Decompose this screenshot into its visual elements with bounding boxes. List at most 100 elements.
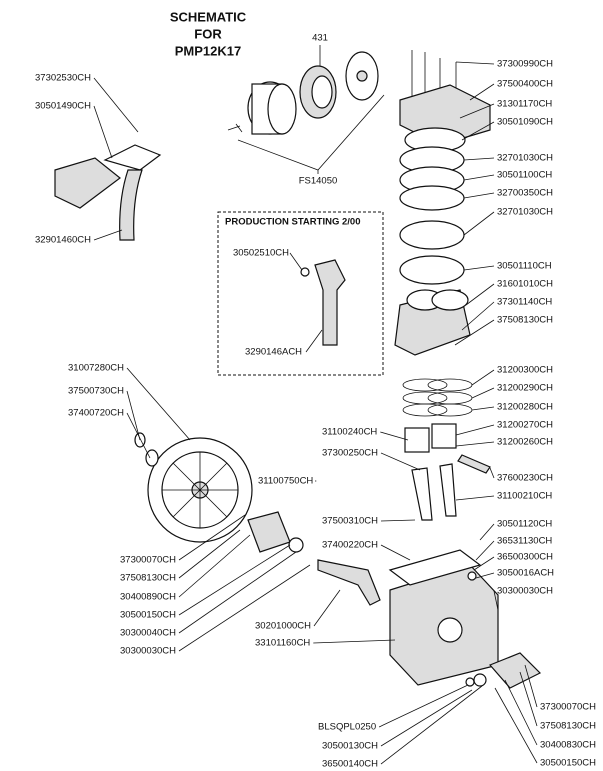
part-label: 31200260CH bbox=[497, 437, 553, 448]
leader-line bbox=[524, 664, 538, 708]
part-label: 37508130CH bbox=[120, 573, 176, 584]
leader-line bbox=[471, 387, 495, 399]
part-label: 36500300CH bbox=[497, 552, 553, 563]
leader-line bbox=[313, 589, 341, 627]
part-label: 31200280CH bbox=[497, 402, 553, 413]
part-label: 37508130CH bbox=[497, 315, 553, 326]
leader-line bbox=[463, 265, 495, 271]
part-label: BLSQPL0250 bbox=[318, 722, 376, 733]
leader-line bbox=[93, 77, 139, 133]
leader-line bbox=[455, 61, 495, 65]
part-label: 37300070CH bbox=[120, 555, 176, 566]
part-label: 30502510CH bbox=[233, 248, 289, 259]
leader-line bbox=[475, 540, 495, 561]
leader-line bbox=[471, 369, 495, 386]
leader-line bbox=[126, 367, 191, 441]
part-label: 30400890CH bbox=[120, 592, 176, 603]
part-label: 30501110CH bbox=[497, 261, 552, 272]
part-label: 30501090CH bbox=[497, 117, 553, 128]
part-label: 31200290CH bbox=[497, 383, 553, 394]
leader-line bbox=[494, 687, 538, 764]
leader-line bbox=[178, 514, 246, 561]
title-line: PMP12K17 bbox=[175, 43, 241, 58]
part-label: 37500400CH bbox=[497, 79, 553, 90]
leader-line bbox=[475, 572, 495, 579]
leader-line bbox=[178, 551, 297, 634]
leader-line bbox=[455, 424, 495, 436]
parts bbox=[54, 50, 542, 689]
part-label: 37508130CH bbox=[540, 721, 596, 732]
part-label: 30400830CH bbox=[540, 740, 596, 751]
leader-line bbox=[473, 556, 495, 571]
leader-line bbox=[459, 103, 495, 119]
leader-line bbox=[471, 406, 495, 411]
part-label: 30300030CH bbox=[120, 646, 176, 657]
leader-line bbox=[504, 679, 538, 746]
part-label: 37300070CH bbox=[540, 702, 596, 713]
leader-line bbox=[489, 467, 495, 479]
leader-line bbox=[493, 590, 499, 611]
leader-line bbox=[454, 319, 495, 346]
part-label: 431 bbox=[312, 33, 328, 44]
part-label: 37301140CH bbox=[497, 297, 552, 308]
leader-line bbox=[178, 544, 291, 616]
leader-line bbox=[380, 689, 473, 747]
leader-line bbox=[463, 157, 495, 161]
leader-line bbox=[380, 519, 416, 522]
leader-line bbox=[519, 671, 538, 727]
leader-line bbox=[380, 544, 411, 561]
leader-line bbox=[178, 529, 241, 579]
part-label: FS14050 bbox=[299, 176, 338, 187]
part-label: 30500150CH bbox=[540, 758, 596, 769]
leader-line bbox=[479, 523, 495, 541]
part-label: 37400720CH bbox=[68, 408, 124, 419]
leader-line bbox=[380, 685, 483, 765]
part-label: 37500730CH bbox=[68, 386, 124, 397]
part-label: 37300250CH bbox=[322, 448, 378, 459]
part-label: 31301170CH bbox=[497, 99, 552, 110]
leader-line bbox=[469, 83, 495, 101]
leader-line bbox=[455, 441, 495, 447]
leader-line bbox=[461, 121, 495, 141]
part-label: 30300040CH bbox=[120, 628, 176, 639]
leader-line bbox=[93, 105, 113, 159]
leader-line bbox=[455, 495, 495, 501]
part-label: 30500130CH bbox=[322, 741, 378, 752]
part-label: 33101160CH bbox=[255, 638, 310, 649]
part-label: 32700350CH bbox=[497, 188, 553, 199]
part-label: 31100210CH bbox=[497, 491, 552, 502]
part-label: 30201000CH bbox=[255, 621, 311, 632]
part-label: 37500310CH bbox=[322, 516, 378, 527]
part-label: 37600230CH bbox=[497, 473, 553, 484]
part-label: 30501490CH bbox=[35, 101, 91, 112]
part-label: 32701030CH bbox=[497, 153, 553, 164]
part-label: 31100240CH bbox=[322, 427, 377, 438]
leader-line bbox=[126, 390, 141, 441]
leader-line bbox=[178, 564, 311, 652]
leader-line bbox=[93, 229, 123, 241]
leader-line bbox=[380, 452, 421, 471]
part-label: 31601010CH bbox=[497, 279, 553, 290]
leader-line bbox=[313, 639, 396, 644]
leader-line bbox=[463, 211, 495, 236]
leader-line bbox=[126, 412, 151, 459]
part-label: 32901460CH bbox=[35, 235, 91, 246]
leader-line bbox=[461, 301, 495, 331]
part-label: 31100750CH bbox=[258, 476, 313, 487]
title-line: SCHEMATIC bbox=[170, 9, 247, 24]
leader-line bbox=[378, 684, 469, 728]
leader-line bbox=[465, 283, 495, 306]
part-label: 37300990CH bbox=[497, 59, 553, 70]
part-label: 36531130CH bbox=[497, 536, 552, 547]
part-label: 37400220CH bbox=[322, 540, 378, 551]
part-label: 32701030CH bbox=[497, 207, 553, 218]
title-line: FOR bbox=[194, 26, 222, 41]
box-title: PRODUCTION STARTING 2/00 bbox=[225, 217, 360, 228]
part-label: 37302530CH bbox=[35, 73, 91, 84]
leader-line bbox=[380, 431, 409, 441]
part-label: 3050016ACH bbox=[497, 568, 554, 579]
part-label: 36500140CH bbox=[322, 759, 378, 770]
part-label: 30500150CH bbox=[120, 610, 176, 621]
part-label: 30300030CH bbox=[497, 586, 553, 597]
